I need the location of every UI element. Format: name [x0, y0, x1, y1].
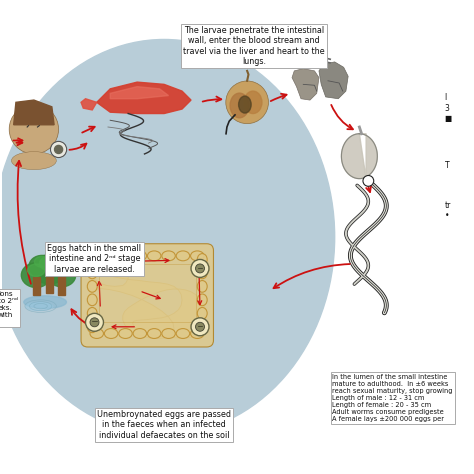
FancyBboxPatch shape [81, 244, 213, 347]
Ellipse shape [39, 256, 60, 271]
Ellipse shape [48, 264, 76, 287]
Polygon shape [28, 149, 39, 154]
Circle shape [90, 318, 99, 327]
Ellipse shape [197, 294, 207, 306]
Circle shape [55, 146, 63, 154]
Circle shape [51, 141, 67, 157]
Circle shape [85, 250, 103, 268]
Ellipse shape [133, 251, 146, 261]
Ellipse shape [230, 93, 249, 118]
Polygon shape [110, 87, 169, 99]
Ellipse shape [87, 281, 97, 292]
Bar [46, 275, 53, 293]
Polygon shape [90, 253, 205, 338]
Ellipse shape [26, 302, 53, 310]
Circle shape [9, 105, 59, 154]
Text: l
3
■: l 3 ■ [445, 93, 452, 123]
Ellipse shape [197, 308, 207, 319]
Ellipse shape [226, 81, 268, 124]
Text: tr
•: tr • [445, 201, 451, 220]
Ellipse shape [197, 281, 207, 292]
Polygon shape [14, 100, 54, 125]
Ellipse shape [87, 308, 97, 319]
Ellipse shape [162, 251, 175, 261]
Ellipse shape [90, 251, 103, 261]
Ellipse shape [90, 328, 103, 338]
Polygon shape [319, 62, 348, 99]
Ellipse shape [87, 321, 97, 333]
Circle shape [191, 259, 209, 277]
Ellipse shape [104, 251, 118, 261]
Text: ions
to 2ⁿᵈ
eks.
with: ions to 2ⁿᵈ eks. with [0, 291, 18, 325]
Ellipse shape [32, 255, 67, 284]
Ellipse shape [27, 264, 45, 276]
Ellipse shape [87, 294, 97, 306]
Circle shape [363, 175, 374, 186]
Ellipse shape [119, 328, 132, 338]
Ellipse shape [87, 267, 97, 279]
Ellipse shape [0, 39, 335, 435]
Ellipse shape [147, 251, 161, 261]
Ellipse shape [238, 96, 251, 113]
Circle shape [85, 313, 103, 331]
Ellipse shape [197, 321, 207, 333]
Ellipse shape [21, 263, 51, 288]
Ellipse shape [24, 296, 66, 309]
Ellipse shape [191, 328, 204, 338]
Ellipse shape [191, 251, 204, 261]
Text: T: T [445, 161, 449, 170]
Ellipse shape [119, 251, 132, 261]
Bar [58, 277, 65, 295]
Ellipse shape [244, 91, 262, 114]
Ellipse shape [162, 328, 175, 338]
Text: Unembroynated eggs are passed
in the faeces when an infected
individual defaecat: Unembroynated eggs are passed in the fae… [97, 410, 231, 440]
Polygon shape [341, 134, 377, 179]
Ellipse shape [147, 328, 161, 338]
Ellipse shape [176, 328, 190, 338]
Ellipse shape [197, 267, 207, 279]
Circle shape [195, 322, 204, 331]
Ellipse shape [29, 255, 55, 277]
Circle shape [195, 264, 204, 273]
Ellipse shape [35, 256, 49, 267]
Text: The larvae penetrate the intestinal
wall, enter the blood stream and
travel via : The larvae penetrate the intestinal wall… [183, 26, 325, 66]
Ellipse shape [11, 152, 56, 170]
Ellipse shape [54, 264, 70, 276]
Text: In the lumen of the small intestine
mature to adulthood.  In ±6 weeks
reach sexu: In the lumen of the small intestine matu… [332, 374, 453, 422]
Polygon shape [292, 69, 319, 100]
Circle shape [191, 318, 209, 336]
Text: Eggs hatch in the small
intestine and 2ⁿᵈ stage
larvae are released.: Eggs hatch in the small intestine and 2ⁿ… [47, 244, 142, 273]
Polygon shape [81, 99, 97, 110]
Ellipse shape [104, 328, 118, 338]
Circle shape [90, 255, 99, 264]
Ellipse shape [197, 254, 207, 265]
Ellipse shape [133, 328, 146, 338]
Polygon shape [97, 82, 191, 114]
Ellipse shape [87, 254, 97, 265]
Ellipse shape [176, 251, 190, 261]
Bar [33, 277, 40, 295]
